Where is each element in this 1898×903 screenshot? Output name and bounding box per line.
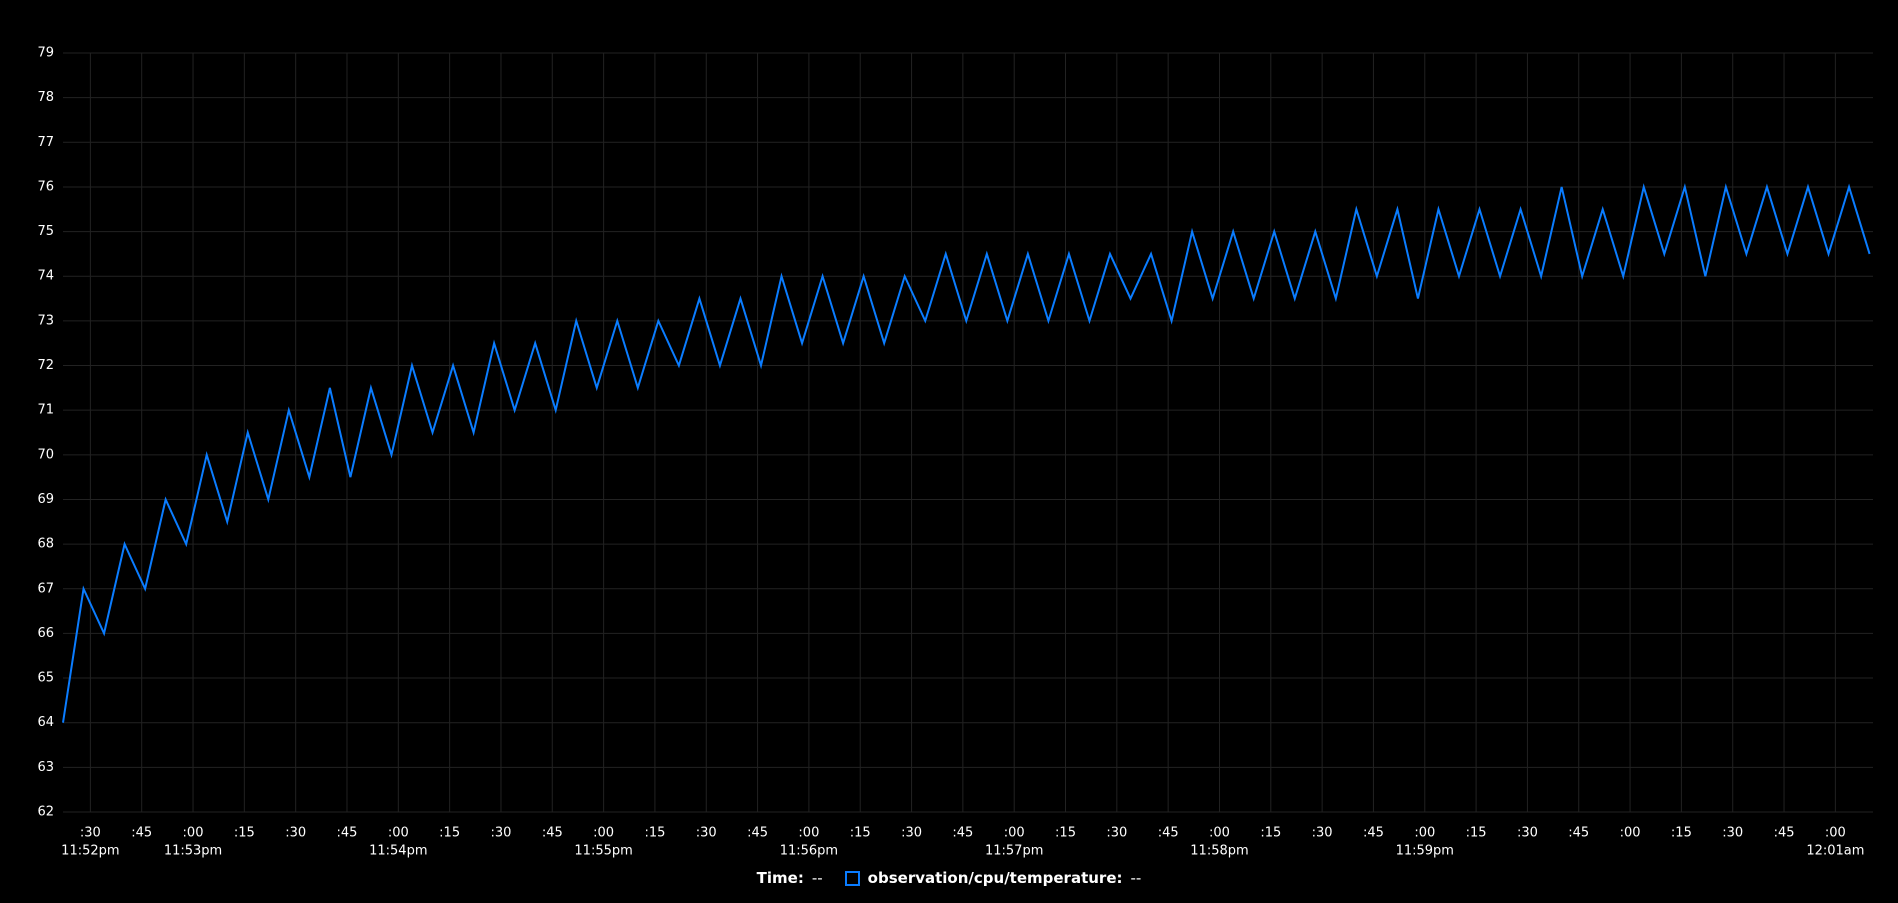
x-tick-label: :00: [593, 826, 614, 841]
x-tick-label: :45: [952, 826, 973, 841]
series-value: --: [1130, 869, 1142, 887]
x-major-label: 12:01am: [1806, 844, 1864, 859]
y-tick-label: 70: [37, 447, 54, 462]
x-tick-label: :00: [1825, 826, 1846, 841]
x-major-label: 11:55pm: [574, 844, 632, 859]
x-tick-label: :45: [747, 826, 768, 841]
legend-entry: observation/cpu/temperature:: [867, 869, 1123, 887]
y-tick-label: 77: [37, 135, 54, 150]
y-tick-label: 74: [37, 269, 54, 284]
x-tick-label: :00: [1414, 826, 1435, 841]
y-tick-label: 72: [37, 358, 54, 373]
x-tick-label: :30: [696, 826, 717, 841]
x-tick-label: :45: [131, 826, 152, 841]
y-tick-label: 69: [37, 492, 54, 507]
y-tick-label: 76: [37, 179, 54, 194]
y-tick-label: 65: [37, 671, 54, 686]
y-tick-label: 67: [37, 581, 54, 596]
x-tick-label: :15: [644, 826, 665, 841]
y-tick-label: 79: [37, 46, 54, 61]
y-tick-label: 66: [37, 626, 54, 641]
y-tick-label: 63: [37, 760, 54, 775]
x-tick-label: :45: [1774, 826, 1795, 841]
x-major-label: 11:58pm: [1190, 844, 1248, 859]
y-tick-label: 62: [37, 805, 54, 820]
x-tick-label: :00: [1209, 826, 1230, 841]
x-major-label: 11:52pm: [61, 844, 119, 859]
legend-swatch: [844, 870, 860, 886]
x-tick-label: :30: [1106, 826, 1127, 841]
x-tick-label: :45: [337, 826, 358, 841]
y-tick-label: 71: [37, 403, 54, 418]
x-tick-label: :30: [80, 826, 101, 841]
y-tick-label: 64: [37, 715, 54, 730]
x-tick-label: :15: [1260, 826, 1281, 841]
x-tick-label: :30: [1312, 826, 1333, 841]
x-tick-label: :45: [1363, 826, 1384, 841]
x-tick-label: :45: [1158, 826, 1179, 841]
legend: Time: -- observation/cpu/temperature: --: [0, 866, 1898, 890]
x-tick-label: :15: [234, 826, 255, 841]
y-tick-label: 75: [37, 224, 54, 239]
x-tick-label: :30: [285, 826, 306, 841]
x-tick-label: :45: [1568, 826, 1589, 841]
x-tick-label: :00: [183, 826, 204, 841]
x-tick-label: :00: [1620, 826, 1641, 841]
x-major-label: 11:57pm: [985, 844, 1043, 859]
x-tick-label: :15: [1466, 826, 1487, 841]
x-major-label: 11:54pm: [369, 844, 427, 859]
x-tick-label: :45: [542, 826, 563, 841]
y-tick-label: 78: [37, 90, 54, 105]
chart: 62 63 64 65 66 67 68 69 70 71 72 73 74 75 76 77 78 79 :30:…: [37, 46, 1873, 859]
x-major-label: 11:56pm: [780, 844, 838, 859]
time-value: --: [811, 869, 823, 887]
x-tick-label: :00: [798, 826, 819, 841]
x-tick-label: :30: [1722, 826, 1743, 841]
y-tick-label: 73: [37, 313, 54, 328]
x-tick-label: :15: [1671, 826, 1692, 841]
x-tick-label: :30: [490, 826, 511, 841]
x-tick-label: :15: [439, 826, 460, 841]
x-tick-label: :00: [388, 826, 409, 841]
time-label: Time:: [756, 869, 804, 887]
x-major-label: 11:53pm: [164, 844, 222, 859]
x-tick-label: :30: [1517, 826, 1538, 841]
x-tick-label: :15: [1055, 826, 1076, 841]
x-tick-label: :00: [1004, 826, 1025, 841]
y-tick-label: 68: [37, 537, 54, 552]
x-tick-label: :15: [850, 826, 871, 841]
x-major-label: 11:59pm: [1396, 844, 1454, 859]
data-line: [62, 183, 1871, 723]
x-tick-label: :30: [901, 826, 922, 841]
